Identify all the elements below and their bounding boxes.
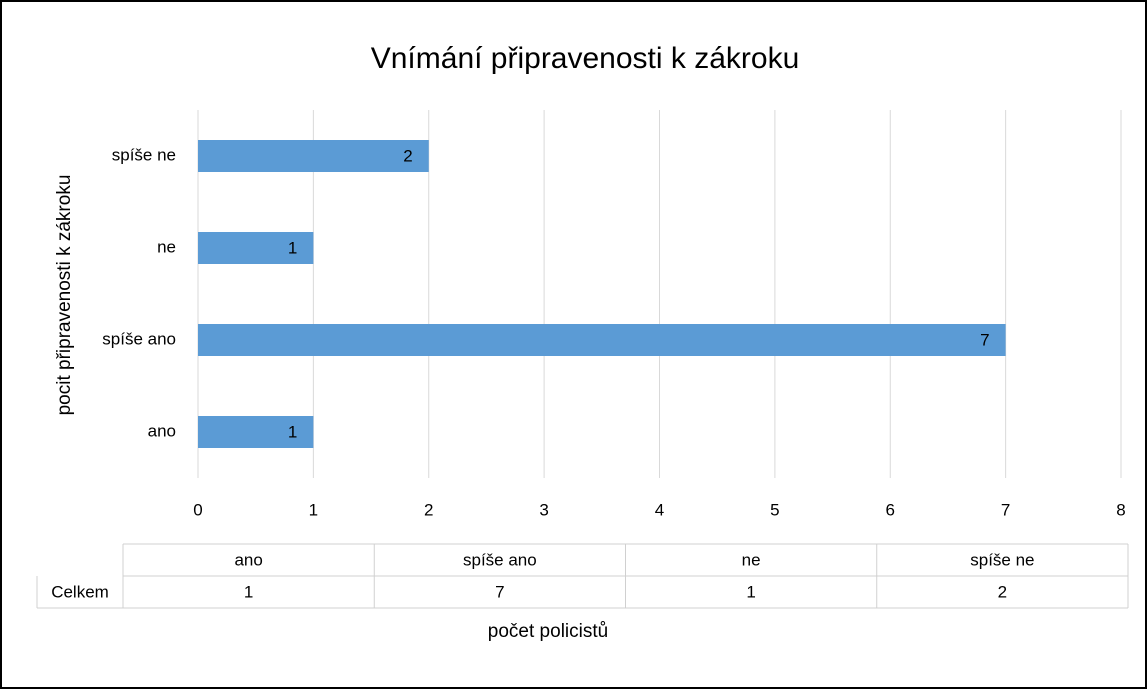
y-tick-label: spíše ano (102, 329, 176, 348)
table-header: ne (742, 550, 761, 569)
table-cell: 1 (244, 582, 253, 601)
x-tick-label: 4 (655, 500, 664, 519)
y-tick-label: ne (157, 237, 176, 256)
y-axis-label: pocit připravenosti k zákroku (54, 175, 75, 416)
bar (198, 324, 1006, 356)
data-label: 2 (403, 146, 412, 165)
bar (198, 416, 314, 448)
table-cell: 2 (998, 582, 1007, 601)
table-row-header: Celkem (51, 582, 109, 601)
x-tick-label: 5 (770, 500, 779, 519)
table-header: spíše ano (463, 550, 537, 569)
data-label: 7 (980, 330, 989, 349)
x-axis-label: počet policistů (488, 621, 608, 642)
table-cell: 7 (495, 582, 504, 601)
x-tick-label: 1 (309, 500, 318, 519)
x-tick-label: 2 (424, 500, 433, 519)
y-tick-label: spíše ne (112, 145, 176, 164)
data-label: 1 (288, 238, 297, 257)
chart-title: Vnímání připravenosti k zákroku (371, 42, 800, 75)
bar (198, 140, 429, 172)
x-tick-label: 0 (193, 500, 202, 519)
x-tick-label: 6 (886, 500, 895, 519)
bar (198, 232, 314, 264)
data-label: 1 (288, 422, 297, 441)
x-tick-label: 8 (1116, 500, 1125, 519)
table-header: spíše ne (970, 550, 1034, 569)
table-header: ano (234, 550, 262, 569)
x-tick-label: 7 (1001, 500, 1010, 519)
y-tick-label: ano (148, 421, 176, 440)
x-tick-label: 3 (539, 500, 548, 519)
table-cell: 1 (746, 582, 755, 601)
